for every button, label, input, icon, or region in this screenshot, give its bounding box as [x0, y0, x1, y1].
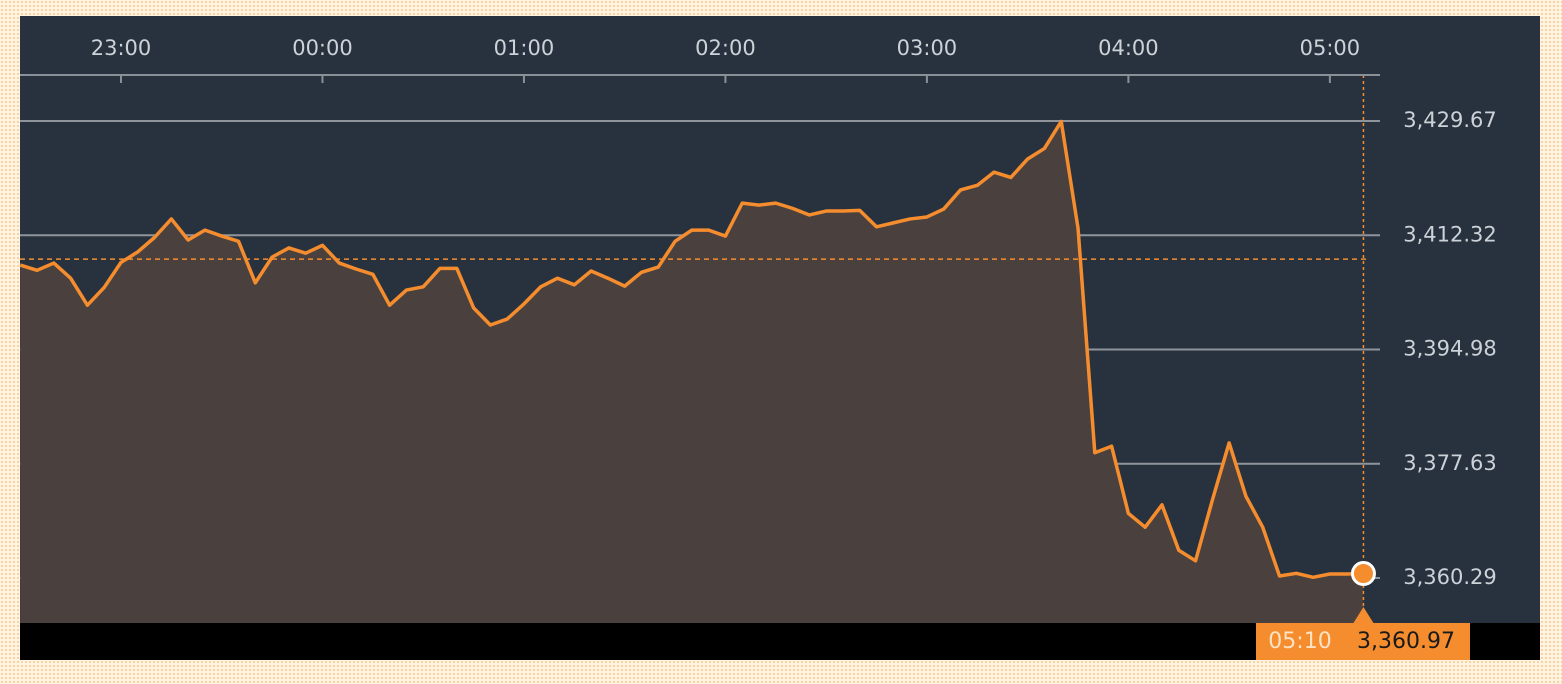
y-tick-label: 3,412.32	[1403, 222, 1497, 246]
cursor-time: 05:10	[1268, 629, 1331, 654]
cursor-box	[1256, 623, 1470, 660]
y-tick-label: 3,429.67	[1403, 108, 1497, 132]
x-tick-label: 02:00	[695, 36, 756, 60]
cursor-value: 3,360.97	[1357, 629, 1455, 654]
x-tick-label: 23:00	[91, 36, 152, 60]
last-point	[1350, 561, 1376, 587]
x-tick-label: 05:00	[1300, 36, 1361, 60]
x-tick-label: 00:00	[292, 36, 353, 60]
area-fill	[20, 121, 1364, 623]
y-tick-label: 3,377.63	[1403, 451, 1497, 475]
y-tick-label: 3,360.29	[1403, 565, 1497, 589]
x-tick-label: 03:00	[897, 36, 958, 60]
cursor-pointer	[1353, 607, 1374, 623]
price-line	[19, 119, 1364, 580]
x-tick-label: 01:00	[494, 36, 555, 60]
y-tick-label: 3,394.98	[1403, 336, 1497, 360]
x-tick-label: 04:00	[1098, 36, 1159, 60]
